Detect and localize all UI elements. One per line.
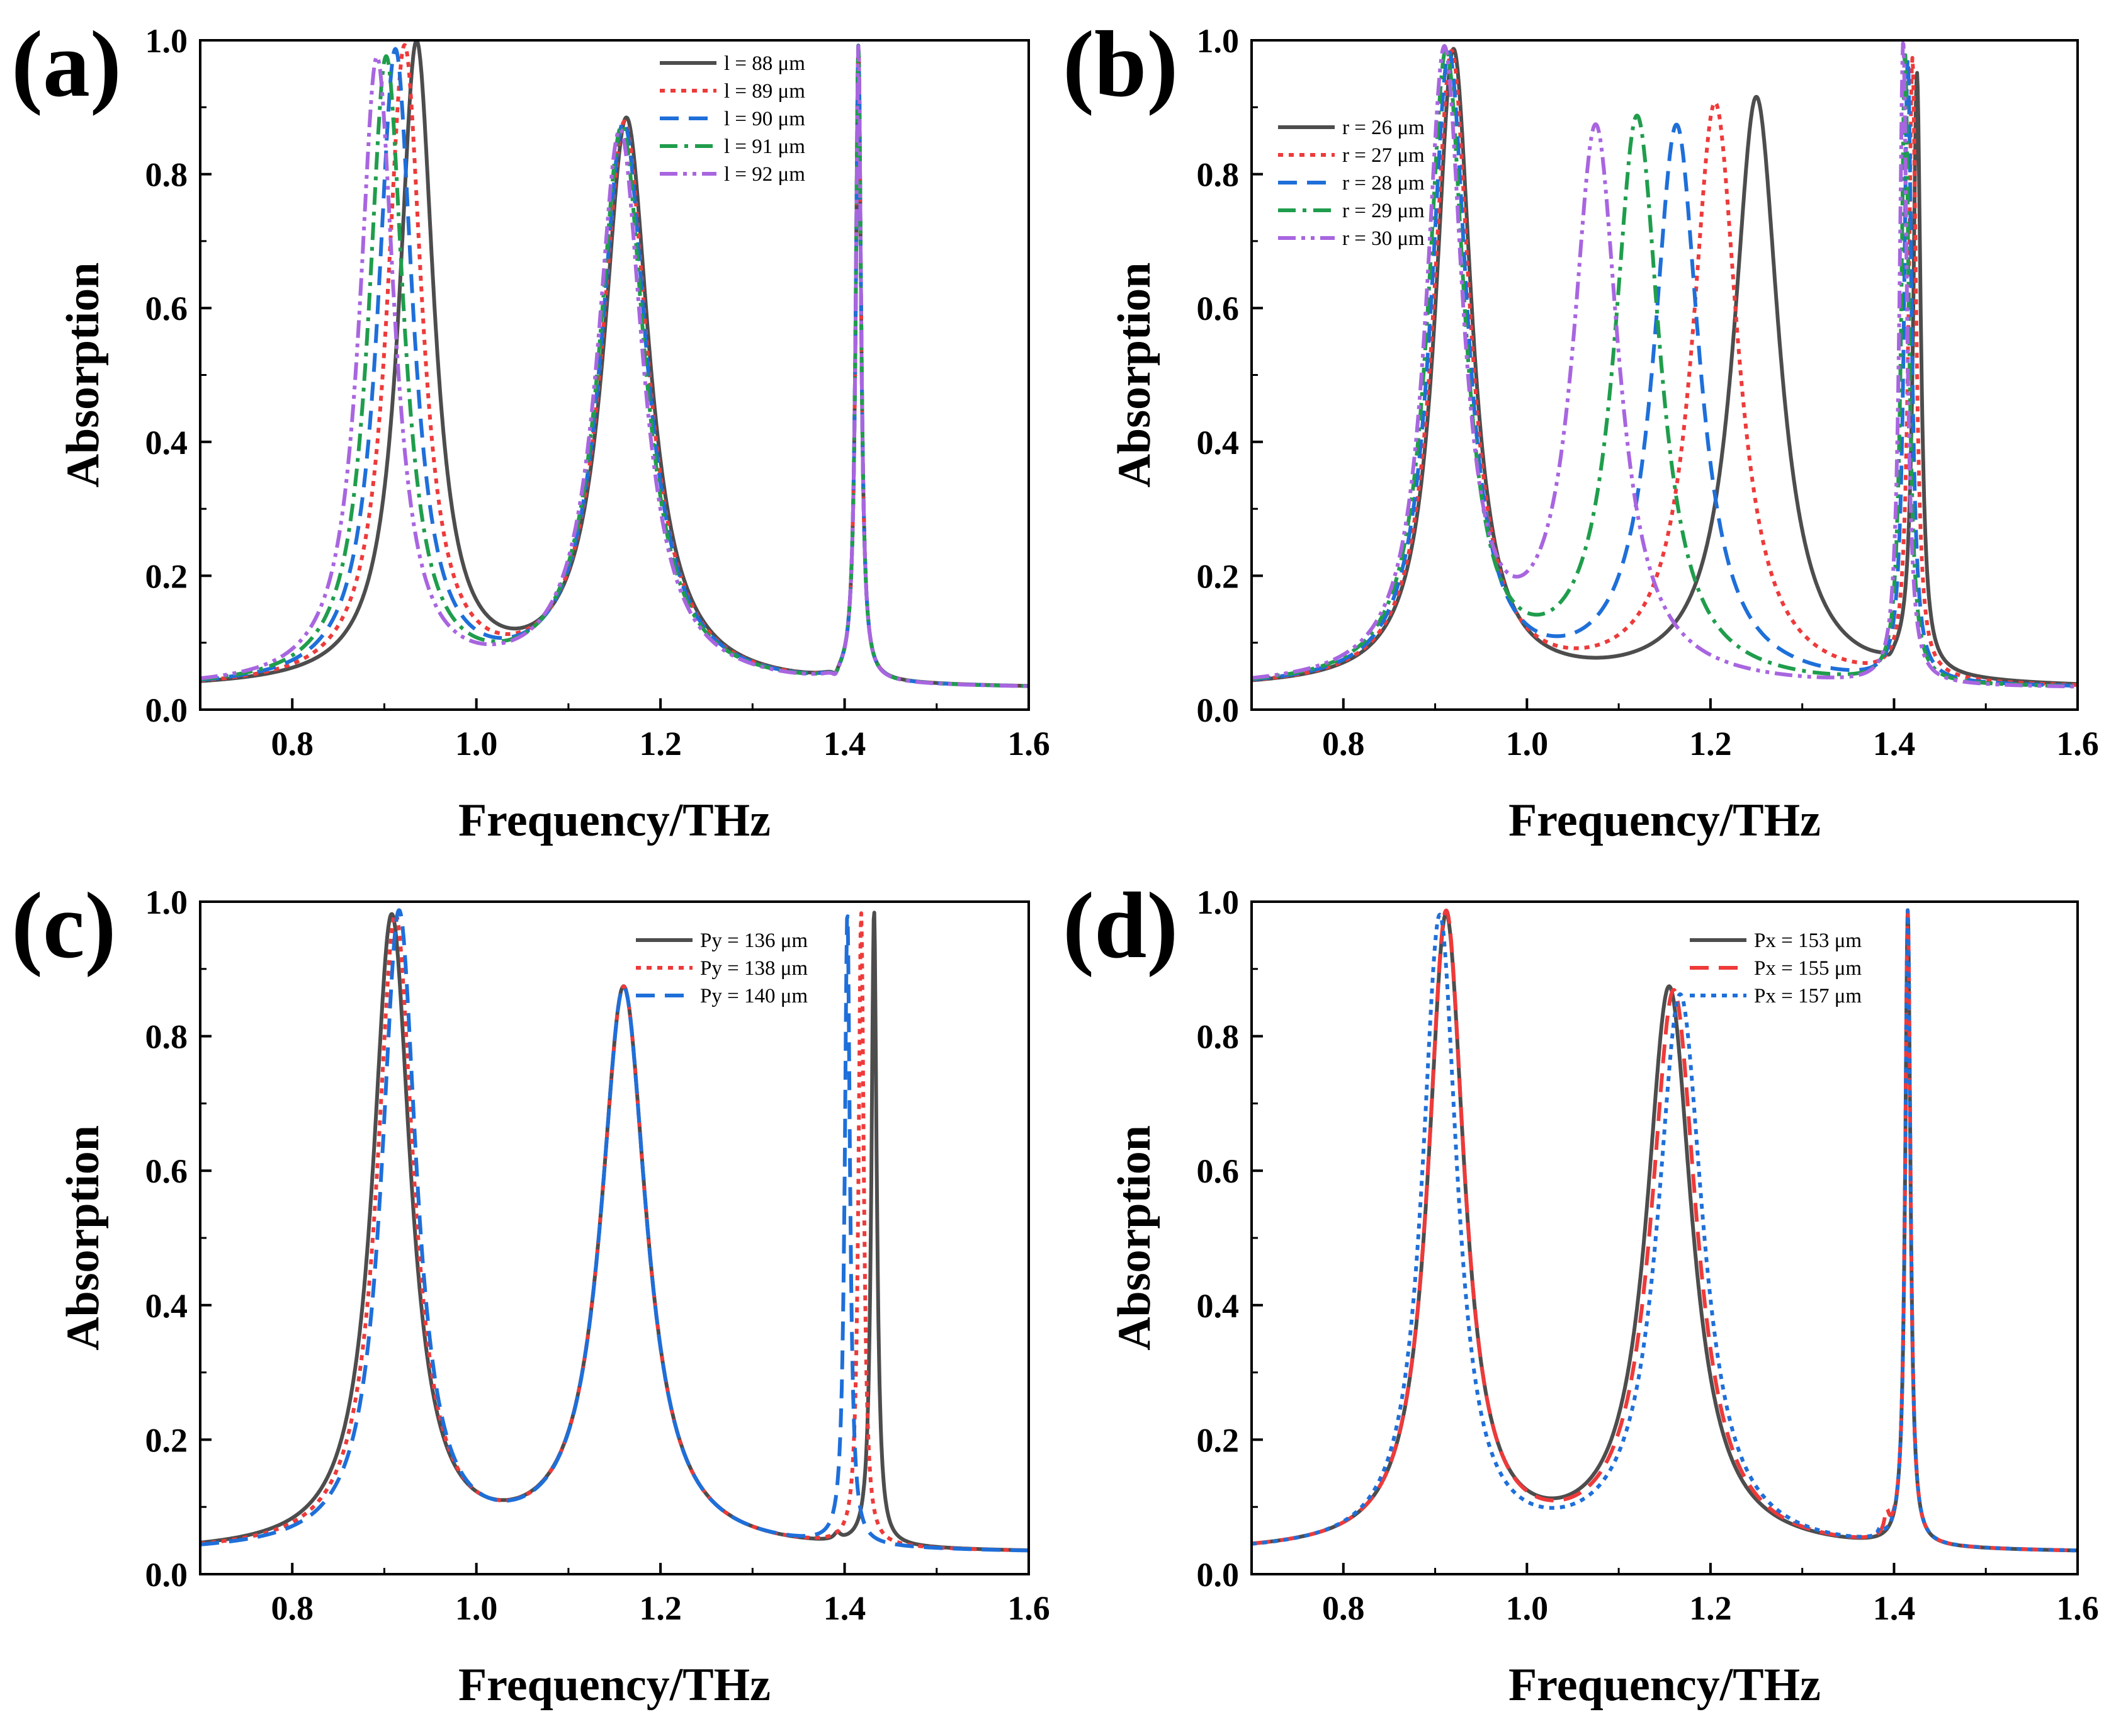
y-tick-label: 0.4 bbox=[145, 1287, 188, 1325]
y-tick-label: 1.0 bbox=[145, 22, 188, 60]
series-line bbox=[200, 43, 1029, 688]
series-line bbox=[1252, 909, 2078, 1553]
x-tick-label: 1.2 bbox=[639, 1589, 682, 1627]
panel-label: (a) bbox=[11, 12, 122, 116]
x-tick-label: 1.6 bbox=[2056, 725, 2099, 763]
y-tick-label: 0.2 bbox=[1197, 1421, 1240, 1459]
series-line bbox=[1252, 908, 2078, 1553]
x-tick-label: 1.6 bbox=[2056, 1589, 2099, 1627]
y-tick-label: 0.8 bbox=[1197, 1018, 1240, 1056]
chart-panel: 0.8 1.0 1.2 1.4 1.6 0.0 0.2 0.4 0.6 0.8 1.0 Frequen… bbox=[1063, 873, 2099, 1711]
legend-entry: l = 91 μm bbox=[724, 135, 805, 158]
x-tick-label: 0.8 bbox=[1322, 1589, 1365, 1627]
plot-frame bbox=[199, 39, 1030, 711]
x-tick-label: 1.4 bbox=[1873, 1589, 1916, 1627]
panel-label: (c) bbox=[11, 873, 116, 978]
y-tick-label: 0.6 bbox=[1197, 290, 1240, 327]
x-axis-title: Frequency/THz bbox=[458, 1659, 771, 1711]
legend-entry: l = 90 μm bbox=[724, 108, 805, 130]
series-line bbox=[200, 911, 1029, 1553]
y-tick-label: 0.8 bbox=[145, 1018, 188, 1056]
y-tick-label: 1.0 bbox=[1197, 883, 1240, 921]
legend-entry: Py = 136 μm bbox=[700, 929, 808, 952]
y-tick-label: 0.8 bbox=[1197, 156, 1240, 194]
chart-panel: 0.8 1.0 1.2 1.4 1.6 0.0 0.2 0.4 0.6 0.8 1.0 Frequen… bbox=[11, 12, 1050, 846]
x-axis-title: Frequency/THz bbox=[458, 795, 771, 846]
x-tick-label: 1.6 bbox=[1007, 725, 1050, 763]
legend-entry: r = 27 μm bbox=[1342, 144, 1425, 167]
x-axis-title: Frequency/THz bbox=[1508, 1659, 1821, 1711]
x-tick-label: 1.4 bbox=[823, 1589, 866, 1627]
y-tick-label: 0.2 bbox=[1197, 557, 1240, 595]
x-tick-label: 0.8 bbox=[271, 1589, 314, 1627]
series-line bbox=[200, 40, 1029, 688]
x-tick-label: 0.8 bbox=[271, 725, 314, 763]
y-tick-label: 0.2 bbox=[145, 1421, 188, 1459]
legend: Py = 136 μm Py = 138 μm Py = 140 μm bbox=[636, 929, 808, 1007]
x-tick-label: 1.2 bbox=[1689, 725, 1732, 763]
x-tick-label: 1.4 bbox=[823, 725, 866, 763]
legend-entry: Py = 138 μm bbox=[700, 957, 808, 980]
panel-label: (d) bbox=[1063, 873, 1178, 978]
series-line bbox=[200, 44, 1029, 688]
panel-label: (b) bbox=[1063, 12, 1178, 116]
legend: l = 88 μm l = 89 μm l = 90 μm l = 91 μm l = … bbox=[660, 52, 805, 186]
legend-entry: r = 28 μm bbox=[1342, 172, 1425, 195]
y-tick-label: 0.6 bbox=[1197, 1152, 1240, 1190]
y-tick-label: 0.2 bbox=[145, 557, 188, 595]
x-tick-label: 1.0 bbox=[1506, 1589, 1549, 1627]
x-tick-label: 1.6 bbox=[1007, 1589, 1050, 1627]
y-tick-label: 0.0 bbox=[145, 1556, 188, 1594]
y-axis-title: Absorption bbox=[57, 1125, 109, 1351]
legend-entry: Px = 157 μm bbox=[1754, 985, 1862, 1007]
x-tick-label: 0.8 bbox=[1322, 725, 1365, 763]
y-tick-label: 1.0 bbox=[1197, 22, 1240, 60]
y-axis-title: Absorption bbox=[1109, 263, 1160, 488]
x-tick-label: 1.0 bbox=[1506, 725, 1549, 763]
legend-entry: r = 30 μm bbox=[1342, 227, 1425, 250]
chart-panel: 0.8 1.0 1.2 1.4 1.6 0.0 0.2 0.4 0.6 0.8 1.0 Frequen… bbox=[11, 873, 1050, 1711]
x-axis-title: Frequency/THz bbox=[1508, 795, 1821, 846]
y-tick-label: 0.8 bbox=[145, 156, 188, 194]
x-tick-label: 1.4 bbox=[1873, 725, 1916, 763]
legend-entry: Px = 155 μm bbox=[1754, 957, 1862, 980]
y-tick-label: 0.4 bbox=[1197, 1287, 1240, 1325]
legend-entry: Px = 153 μm bbox=[1754, 929, 1862, 952]
series-line bbox=[1252, 47, 2078, 688]
legend-entry: r = 29 μm bbox=[1342, 200, 1425, 222]
plot-frame bbox=[199, 900, 1030, 1575]
x-tick-label: 1.0 bbox=[455, 725, 498, 763]
series-line bbox=[1252, 50, 2078, 688]
x-tick-label: 1.2 bbox=[1689, 1589, 1732, 1627]
series-line bbox=[200, 43, 1029, 688]
y-tick-label: 0.0 bbox=[1197, 691, 1240, 729]
x-tick-label: 1.2 bbox=[639, 725, 682, 763]
y-tick-label: 0.4 bbox=[145, 424, 188, 462]
legend-entry: r = 26 μm bbox=[1342, 116, 1425, 139]
series-line bbox=[1252, 47, 2078, 686]
series-line bbox=[200, 908, 1029, 1553]
legend-entry: l = 92 μm bbox=[724, 163, 805, 186]
y-tick-label: 0.4 bbox=[1197, 424, 1240, 462]
y-tick-label: 0.0 bbox=[145, 691, 188, 729]
y-tick-label: 0.0 bbox=[1197, 1556, 1240, 1594]
series-line bbox=[200, 911, 1029, 1553]
y-axis-title: Absorption bbox=[1109, 1125, 1160, 1351]
y-tick-label: 0.6 bbox=[145, 290, 188, 327]
x-tick-label: 1.0 bbox=[455, 1589, 498, 1627]
legend: r = 26 μm r = 27 μm r = 28 μm r = 29 μm r = … bbox=[1278, 116, 1425, 250]
legend-entry: l = 89 μm bbox=[724, 80, 805, 103]
y-tick-label: 1.0 bbox=[145, 883, 188, 921]
chart-panel: 0.8 1.0 1.2 1.4 1.6 0.0 0.2 0.4 0.6 0.8 1.0 Frequen… bbox=[1063, 12, 2099, 846]
legend-entry: l = 88 μm bbox=[724, 52, 805, 75]
legend-entry: Py = 140 μm bbox=[700, 985, 808, 1007]
series-line bbox=[1252, 41, 2078, 689]
legend: Px = 153 μm Px = 155 μm Px = 157 μm bbox=[1690, 929, 1862, 1007]
series-line bbox=[1252, 48, 2078, 687]
y-tick-label: 0.6 bbox=[145, 1152, 188, 1190]
y-axis-title: Absorption bbox=[57, 263, 109, 488]
